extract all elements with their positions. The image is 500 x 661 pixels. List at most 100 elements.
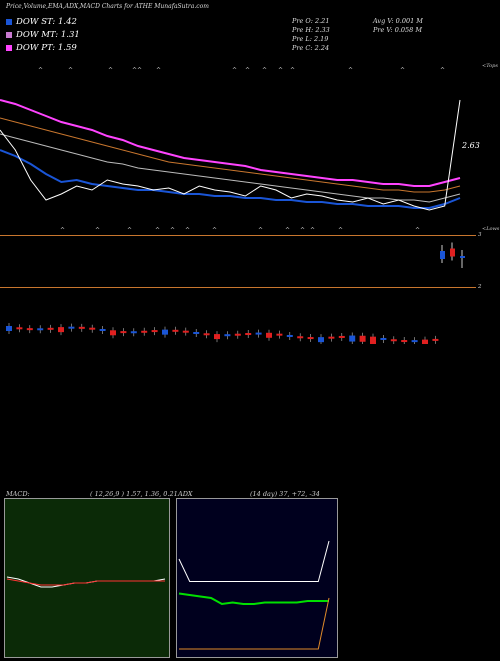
candle-body-30 xyxy=(318,337,324,343)
legend-label-st: DOW ST: 1.42 xyxy=(16,17,77,27)
top-markers: ^ ^ ^ ^ ^ ^ ^ ^ ^ ^ ^ ^ ^ ^ xyxy=(38,67,445,74)
candle-body-14 xyxy=(151,330,158,333)
candle-body-21 xyxy=(224,334,231,337)
candle-body-6 xyxy=(68,326,75,329)
low-marker-8: ^ xyxy=(285,227,290,234)
swatch-pt xyxy=(6,44,12,51)
stat-close: Pre C: 2.24 xyxy=(292,44,330,52)
candle-body-12 xyxy=(130,331,137,334)
candle-body-25 xyxy=(266,332,272,338)
low-marker-1: ^ xyxy=(95,227,100,234)
candle-body-4 xyxy=(47,327,54,330)
candle-body-16 xyxy=(172,329,179,332)
swatch-mt xyxy=(6,31,12,38)
stat-avg-volume: Avg V: 0.001 M xyxy=(373,17,423,25)
volume-bar-1 xyxy=(450,248,455,257)
top-marker-2: ^ xyxy=(108,67,113,74)
candle-body-10 xyxy=(110,330,116,336)
candle-body-22 xyxy=(234,333,241,336)
candle-strip xyxy=(6,323,439,344)
candle-body-18 xyxy=(193,331,200,334)
candle-body-17 xyxy=(182,330,189,333)
candle-body-40 xyxy=(422,339,428,344)
macd-chart xyxy=(6,576,166,588)
candle-body-13 xyxy=(141,330,148,333)
candle-body-5 xyxy=(58,327,64,333)
volume-chart xyxy=(440,242,465,268)
top-marker-3: ^ xyxy=(132,67,137,74)
macd-line-0 xyxy=(6,576,166,588)
candle-body-39 xyxy=(411,340,418,343)
low-marker-5: ^ xyxy=(185,227,190,234)
legend-dow-st: DOW ST: 1.42 xyxy=(6,17,77,27)
adx-chart xyxy=(178,540,330,650)
legend-label-mt: DOW MT: 1.31 xyxy=(16,30,80,40)
top-marker-6: ^ xyxy=(232,67,237,74)
vol-upper-label: 3 xyxy=(478,232,482,238)
candle-body-32 xyxy=(338,335,345,338)
candle-body-15 xyxy=(162,329,168,335)
top-marker-4: ^ xyxy=(137,67,142,74)
candle-body-33 xyxy=(349,335,356,342)
price-series-line-2 xyxy=(0,133,461,203)
top-marker-8: ^ xyxy=(262,67,267,74)
candle-body-1 xyxy=(16,327,23,330)
low-markers: ^ ^ ^ ^ ^ ^ ^ ^ ^ ^ ^ ^ ^ xyxy=(60,227,420,234)
candle-body-9 xyxy=(99,328,106,331)
candle-body-36 xyxy=(380,337,387,340)
low-marker-3: ^ xyxy=(155,227,160,234)
low-marker-9: ^ xyxy=(300,227,305,234)
chart-header-title: Price,Volume,EMA,ADX,MACD Charts for ATH… xyxy=(6,3,209,10)
separator-line-1 xyxy=(0,235,476,236)
candle-body-0 xyxy=(6,326,12,331)
candle-body-23 xyxy=(245,333,252,336)
stat-pre-volume: Pre V: 0.058 M xyxy=(373,26,423,34)
macd-panel xyxy=(4,498,170,658)
top-marker-11: ^ xyxy=(348,67,353,74)
adx-line-0 xyxy=(178,592,329,606)
low-marker-0: ^ xyxy=(60,227,65,234)
candle-body-19 xyxy=(203,333,210,336)
top-marker-9: ^ xyxy=(278,67,283,74)
candle-body-7 xyxy=(78,326,85,329)
price-chart: <Tops <Lows ^ ^ ^ ^ ^ ^ ^ ^ ^ ^ ^ ^ ^ ^ ^ ^ ^ ^ ^ ^ ^ ^ ^ ^ ^ ^ ^… xyxy=(0,63,500,234)
lows-label: <Lows xyxy=(482,226,500,232)
macd-title: MACD: xyxy=(6,490,30,498)
top-marker-10: ^ xyxy=(290,67,295,74)
adx-params: (14 day) 37, +72, -34 xyxy=(250,490,320,498)
top-marker-12: ^ xyxy=(400,67,405,74)
candle-body-11 xyxy=(120,331,127,334)
candle-body-37 xyxy=(390,339,397,342)
tops-label: <Tops xyxy=(482,63,498,69)
candle-body-3 xyxy=(37,328,44,331)
low-marker-7: ^ xyxy=(258,227,263,234)
candle-body-26 xyxy=(276,333,283,336)
adx-line-2 xyxy=(179,597,330,650)
candle-body-8 xyxy=(89,327,96,330)
candle-body-28 xyxy=(297,336,304,339)
price-series-line-3 xyxy=(0,149,461,209)
candle-body-2 xyxy=(26,328,33,331)
legend-dow-pt: DOW PT: 1.59 xyxy=(6,43,77,53)
swatch-st xyxy=(6,18,12,25)
low-marker-10: ^ xyxy=(310,227,315,234)
low-marker-12: ^ xyxy=(415,227,420,234)
top-marker-7: ^ xyxy=(245,67,250,74)
macd-line-1 xyxy=(6,578,165,586)
volume-bar-2 xyxy=(460,256,465,258)
low-marker-2: ^ xyxy=(127,227,132,234)
candle-body-27 xyxy=(286,334,293,337)
top-marker-13: ^ xyxy=(440,67,445,74)
stat-low: Pre L: 2.19 xyxy=(292,35,329,43)
adx-panel xyxy=(176,498,338,658)
candle-body-20 xyxy=(214,334,220,340)
price-series-line-4 xyxy=(0,99,461,211)
price-series-line-0 xyxy=(0,99,461,187)
adx-title: ADX xyxy=(178,490,193,498)
vol-lower-label: 2 xyxy=(478,284,482,290)
candle-body-24 xyxy=(255,332,262,335)
price-series-line-1 xyxy=(0,117,461,193)
candle-body-29 xyxy=(307,337,314,340)
legend-label-pt: DOW PT: 1.59 xyxy=(16,43,77,53)
low-marker-4: ^ xyxy=(170,227,175,234)
